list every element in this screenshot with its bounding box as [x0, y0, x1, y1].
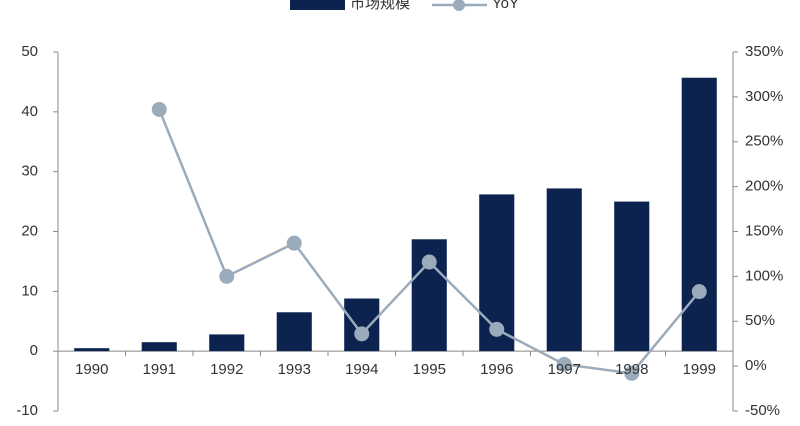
x-tick-label: 1999	[683, 361, 716, 378]
line-point	[219, 268, 235, 284]
y2-tick-label: -50%	[745, 402, 780, 419]
y2-tick-label: 50%	[745, 312, 775, 329]
y-tick-label: -10	[16, 402, 38, 419]
legend-label: YoY	[492, 0, 519, 12]
bar	[614, 201, 650, 352]
bar	[276, 312, 312, 352]
x-tick-label: 1992	[210, 361, 243, 378]
x-tick-label: 1990	[75, 361, 108, 378]
line-point	[286, 235, 302, 251]
legend-label: 市场规模	[350, 0, 410, 12]
bar	[681, 77, 717, 352]
legend-swatch	[453, 0, 465, 11]
y-tick-label: 20	[21, 222, 38, 239]
y2-tick-label: 0%	[745, 357, 767, 374]
line-point	[151, 101, 167, 117]
y2-tick-label: 350%	[745, 43, 783, 60]
bar	[141, 342, 177, 352]
bar	[546, 188, 582, 352]
line-point	[489, 321, 505, 337]
y2-tick-label: 100%	[745, 267, 783, 284]
x-tick-label: 1994	[345, 361, 378, 378]
y-tick-label: 10	[21, 282, 38, 299]
line-point	[421, 254, 437, 270]
x-tick-label: 1998	[615, 361, 648, 378]
bar	[344, 298, 380, 352]
y-tick-label: 30	[21, 163, 38, 180]
y-tick-label: 50	[21, 43, 38, 60]
x-tick-label: 1995	[413, 361, 446, 378]
bar	[74, 348, 110, 352]
x-tick-label: 1993	[278, 361, 311, 378]
x-tick-label: 1996	[480, 361, 513, 378]
line-point	[354, 326, 370, 342]
y2-tick-label: 150%	[745, 222, 783, 239]
y-tick-label: 40	[21, 103, 38, 120]
y2-tick-label: 250%	[745, 133, 783, 150]
line-point	[691, 284, 707, 300]
x-tick-label: 1991	[143, 361, 176, 378]
bar	[209, 334, 245, 352]
line-point	[624, 365, 640, 381]
x-tick-label: 1997	[548, 361, 581, 378]
line-point	[556, 356, 572, 372]
y2-tick-label: 200%	[745, 178, 783, 195]
legend-swatch	[290, 0, 345, 10]
y-tick-label: 0	[30, 342, 38, 359]
y2-tick-label: 300%	[745, 88, 783, 105]
